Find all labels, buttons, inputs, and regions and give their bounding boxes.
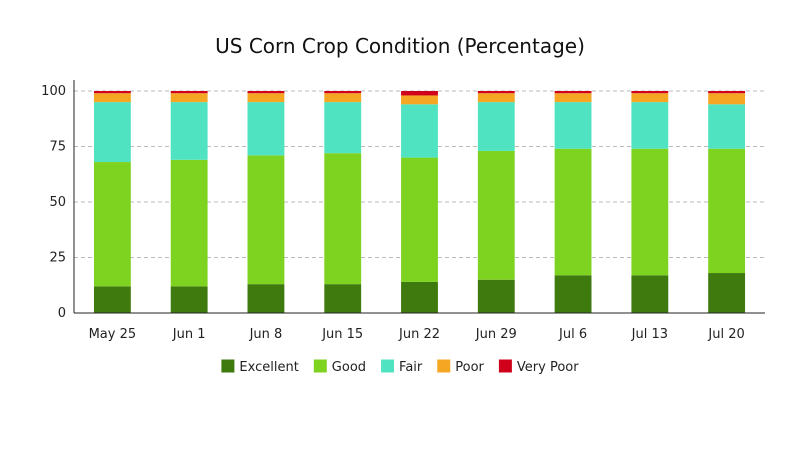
- x-tick-label: Jul 20: [707, 327, 744, 342]
- y-tick-label: 25: [49, 251, 66, 266]
- legend-label: Fair: [399, 360, 423, 375]
- bar-segment: [708, 91, 746, 94]
- bar-segment: [631, 275, 669, 313]
- bar-segment: [477, 93, 515, 103]
- bar-segment: [477, 150, 515, 280]
- bar-segment: [477, 91, 515, 94]
- bars: [93, 91, 746, 313]
- chart-title: US Corn Crop Condition (Percentage): [215, 34, 585, 58]
- bar-segment: [401, 95, 438, 105]
- bar-segment: [247, 91, 285, 94]
- x-tick-label: Jul 13: [631, 327, 668, 342]
- bar-segment: [93, 93, 131, 103]
- y-tick-label: 50: [49, 195, 66, 210]
- bar-segment: [170, 102, 208, 160]
- bar-segment: [324, 102, 362, 154]
- y-tick-label: 100: [41, 84, 66, 99]
- bar-segment: [708, 148, 746, 274]
- x-tick-label: Jun 15: [321, 327, 363, 342]
- bar-segment: [708, 104, 746, 149]
- x-tick-label: Jul 6: [558, 327, 587, 342]
- legend-swatch: [498, 359, 512, 373]
- legend-swatch: [221, 359, 235, 373]
- bar-segment: [247, 155, 285, 285]
- bar-segment: [324, 91, 362, 94]
- bar-segment: [477, 279, 515, 313]
- bar-segment: [93, 102, 131, 163]
- bar-segment: [170, 286, 208, 313]
- y-tick-label: 75: [49, 140, 66, 155]
- axes: 0 25 50 75 100 May 25 Jun 1 Jun 8 Jun 15 Jun 22 Ju…: [41, 80, 765, 342]
- legend-swatch: [313, 359, 327, 373]
- bar-segment: [631, 91, 669, 94]
- bar-segment: [554, 148, 592, 276]
- bar-segment: [324, 284, 362, 313]
- x-tick-label: Jun 22: [398, 327, 440, 342]
- bar-segment: [247, 284, 285, 313]
- bar-segment: [631, 102, 669, 149]
- legend-swatch: [437, 359, 451, 373]
- bar-segment: [247, 93, 285, 103]
- bar-segment: [708, 273, 746, 313]
- bar-segment: [631, 93, 669, 103]
- legend-label: Excellent: [239, 360, 298, 375]
- legend-label: Very Poor: [517, 360, 579, 375]
- x-tick-label: Jun 8: [249, 327, 283, 342]
- bar-segment: [324, 153, 362, 285]
- bar-segment: [401, 91, 438, 96]
- x-tick-label: Jun 29: [475, 327, 517, 342]
- x-tick-label: Jun 1: [172, 327, 206, 342]
- bar-segment: [554, 91, 592, 94]
- bar-segment: [708, 93, 746, 105]
- bar-segment: [554, 275, 592, 313]
- bar-segment: [93, 91, 131, 94]
- bar-segment: [324, 93, 362, 103]
- bar-segment: [401, 104, 438, 158]
- bar-segment: [170, 159, 208, 287]
- bar-segment: [401, 157, 438, 282]
- x-tick-label: May 25: [89, 327, 137, 342]
- bar-segment: [554, 102, 592, 149]
- bar-segment: [554, 93, 592, 103]
- bar-segment: [401, 281, 438, 313]
- bar-segment: [170, 91, 208, 94]
- legend: Excellent Good Fair Poor Very Poor: [221, 359, 579, 375]
- bar-segment: [247, 102, 285, 156]
- legend-label: Good: [332, 360, 366, 375]
- bar-segment: [477, 102, 515, 151]
- y-tick-label: 0: [58, 306, 66, 321]
- bar-segment: [170, 93, 208, 103]
- legend-label: Poor: [455, 360, 484, 375]
- legend-swatch: [381, 359, 395, 373]
- bar-segment: [631, 148, 669, 276]
- bar-segment: [93, 162, 131, 287]
- bar-segment: [93, 286, 131, 313]
